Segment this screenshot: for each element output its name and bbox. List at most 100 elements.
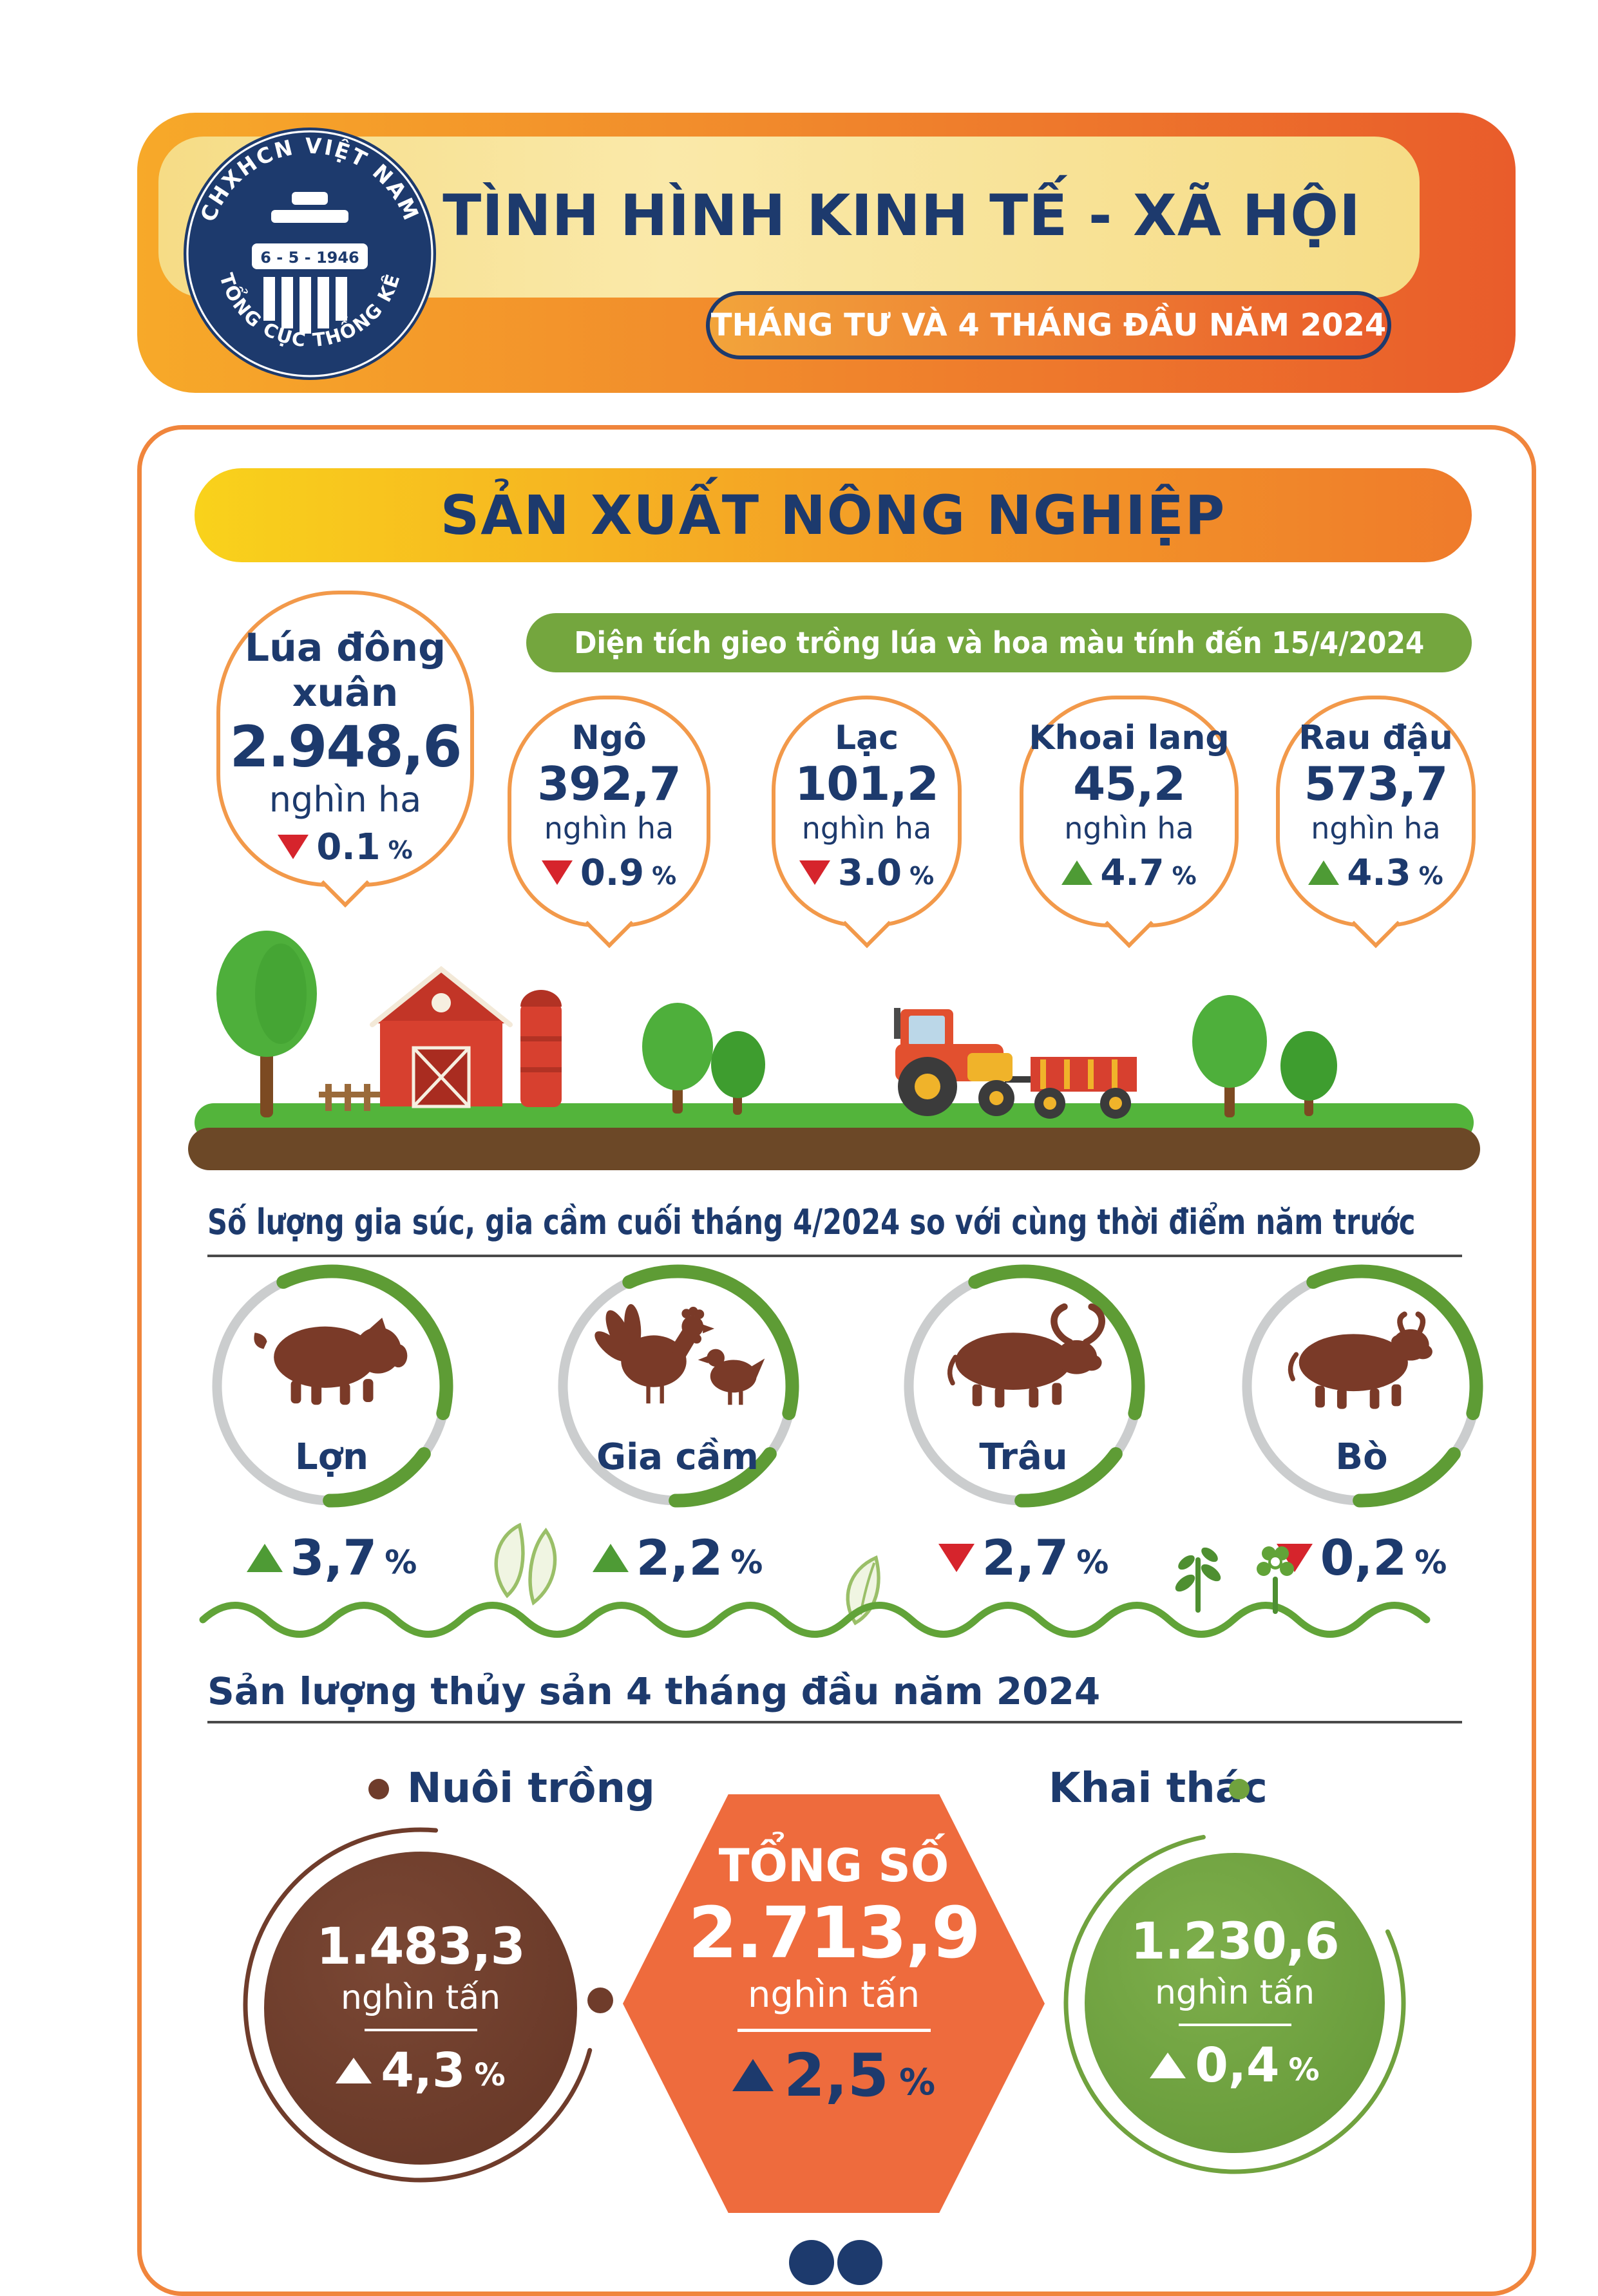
crops-banner: Diện tích gieo trồng lúa và hoa màu tính… — [526, 613, 1472, 672]
up-arrow-icon — [1150, 2053, 1186, 2078]
livestock-change: 0,2 — [1320, 1529, 1407, 1586]
change-arrow-icon — [592, 1543, 629, 1572]
aquaculture-arc — [243, 1827, 598, 2183]
capture-dot — [1229, 1779, 1250, 1799]
aquaculture-circle: 1.483,3 nghìn tấn 4,3 % — [264, 1852, 577, 2165]
rice-bubble: Lúa đông xuân 2.948,6 nghìn ha 0.1 % — [216, 591, 474, 887]
rice-change: 0.1 — [316, 826, 381, 868]
percent-sign: % — [474, 2057, 506, 2093]
change-arrow-icon — [1308, 860, 1340, 886]
percent-sign: % — [1076, 1544, 1109, 1581]
change-arrow-icon — [541, 860, 573, 886]
crop-unit: nghìn ha — [801, 810, 932, 846]
progress-ring — [902, 1264, 1145, 1508]
aquaculture-unit: nghìn tấn — [340, 1978, 501, 2017]
livestock-change: 2,2 — [636, 1529, 723, 1586]
crop-change: 4.7 — [1100, 851, 1165, 894]
rice-name: Lúa đông xuân — [244, 625, 446, 716]
leaf-decor-icon — [494, 1523, 557, 1606]
change-arrow-icon — [246, 1543, 283, 1572]
crop-unit: nghìn ha — [1311, 810, 1441, 846]
sweet-potato-bubble: Khoai lang 45,2 nghìn ha 4.7 % — [1020, 696, 1239, 927]
progress-ring — [210, 1264, 453, 1508]
livestock-change: 2,7 — [982, 1529, 1069, 1586]
capture-circle: 1.230,6 nghìn tấn 0,4 % — [1085, 1853, 1385, 2153]
buffalo-icon — [947, 1303, 1105, 1408]
livestock-name: Gia cầm — [596, 1436, 759, 1478]
heading-underline — [207, 1721, 1462, 1723]
percent-sign: % — [899, 2061, 936, 2103]
crop-value: 45,2 — [1073, 757, 1186, 811]
total-label: TỔNG SỐ — [718, 1839, 949, 1892]
connector-dot — [587, 1988, 613, 2013]
percent-sign: % — [1414, 1544, 1447, 1581]
percent-sign: % — [909, 861, 935, 890]
rice-value: 2.948,6 — [229, 714, 462, 780]
crop-unit: nghìn ha — [544, 810, 674, 846]
vegetable-bubble: Rau đậu 573,7 nghìn ha 4.3 % — [1276, 696, 1476, 927]
wave-and-plants-decor — [199, 1546, 1431, 1638]
livestock-name: Lợn — [294, 1436, 369, 1478]
poultry-icon — [594, 1304, 765, 1405]
total-change: 2,5 — [783, 2040, 889, 2110]
change-arrow-icon — [938, 1543, 975, 1572]
change-arrow-icon — [799, 860, 830, 886]
heading-underline — [207, 1255, 1462, 1257]
logo-columns-emblem — [252, 192, 368, 334]
capture-value: 1.230,6 — [1130, 1913, 1340, 1971]
percent-sign: % — [1288, 2052, 1320, 2088]
fishery-heading: Sản lượng thủy sản 4 tháng đầu năm 2024 — [207, 1669, 1101, 1713]
total-unit: nghìn tấn — [747, 1973, 920, 2016]
crop-unit: nghìn ha — [1064, 810, 1194, 846]
peanut-bubble: Lạc 101,2 nghìn ha 3.0 % — [772, 696, 962, 927]
livestock-item-buffalo: Trâu 2,7 % — [895, 1257, 1152, 1589]
capture-unit: nghìn tấn — [1154, 1973, 1315, 2012]
aquaculture-dot — [368, 1779, 389, 1799]
divider-line — [737, 2028, 931, 2032]
livestock-item-cow: Bò 0,2 % — [1233, 1257, 1490, 1589]
percent-sign: % — [385, 1544, 417, 1581]
livestock-item-pig: Lợn 3,7 % — [203, 1257, 461, 1589]
progress-ring — [1240, 1264, 1483, 1508]
corn-bubble: Ngô 392,7 nghìn ha 0.9 % — [508, 696, 710, 927]
crop-value: 101,2 — [795, 757, 939, 811]
crop-change: 3.0 — [837, 851, 902, 894]
percent-sign: % — [1418, 861, 1443, 890]
aquaculture-label: Nuôi trồng — [407, 1765, 655, 1812]
crop-change: 4.3 — [1347, 851, 1411, 894]
percent-sign: % — [652, 861, 677, 890]
percent-sign: % — [730, 1544, 763, 1581]
divider-line — [1178, 2024, 1291, 2026]
crop-value: 392,7 — [537, 757, 681, 811]
logo-date-text: 6 - 5 - 1946 — [260, 249, 359, 267]
gso-logo: CHXHCN VIỆT NAM TỔNG CỤC THỐNG KÊ 6 - 5 … — [184, 128, 436, 380]
crop-change: 0.9 — [580, 851, 645, 894]
crops-banner-text: Diện tích gieo trồng lúa và hoa màu tính… — [574, 625, 1424, 660]
farm-scene-illustration — [188, 931, 1480, 1170]
livestock-change: 3,7 — [290, 1529, 377, 1586]
progress-ring — [556, 1264, 799, 1508]
period-badge: THÁNG TƯ VÀ 4 THÁNG ĐẦU NĂM 2024 — [706, 291, 1391, 359]
cow-icon — [1288, 1311, 1432, 1409]
up-arrow-icon — [732, 2059, 774, 2091]
divider-line — [364, 2029, 477, 2031]
aquaculture-change: 4,3 — [381, 2043, 466, 2098]
change-arrow-icon — [278, 835, 309, 860]
crop-name: Ngô — [571, 719, 647, 757]
livestock-name: Trâu — [979, 1436, 1068, 1478]
crop-name: Lạc — [834, 719, 899, 757]
next-section-peek — [789, 2240, 834, 2285]
livestock-heading: Số lượng gia súc, gia cầm cuối tháng 4/2… — [207, 1202, 1416, 1242]
section-title-banner: SẢN XUẤT NÔNG NGHIỆP — [195, 468, 1472, 562]
capture-arc — [1063, 1832, 1406, 2174]
percent-sign: % — [1172, 861, 1197, 890]
pig-icon — [254, 1317, 408, 1405]
aquaculture-value: 1.483,3 — [316, 1918, 526, 1976]
change-arrow-icon — [1061, 860, 1093, 886]
total-value: 2.713,9 — [688, 1892, 980, 1974]
up-arrow-icon — [336, 2058, 372, 2083]
capture-change: 0,4 — [1195, 2038, 1280, 2093]
percent-sign: % — [388, 835, 413, 864]
crop-value: 573,7 — [1304, 757, 1449, 811]
livestock-name: Bò — [1335, 1436, 1388, 1478]
